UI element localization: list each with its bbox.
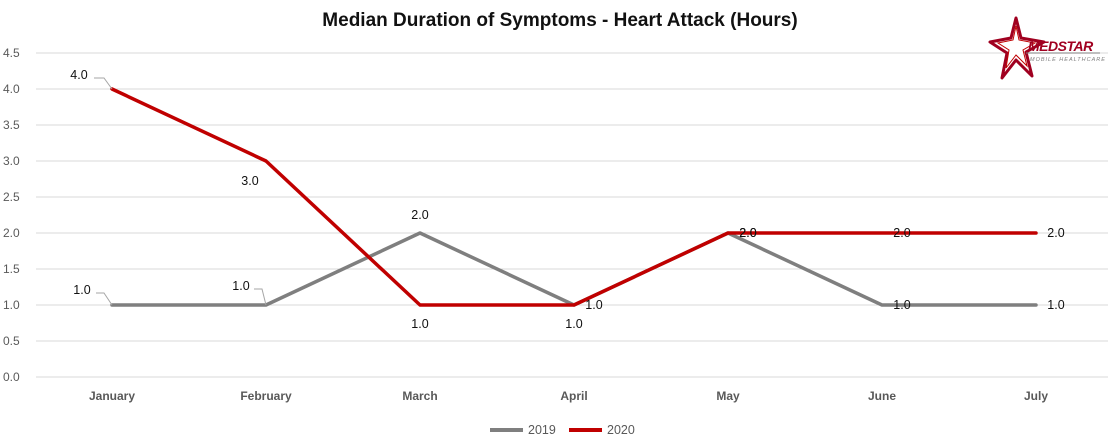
x-tick-label: April bbox=[560, 389, 587, 403]
data-label-2019-february: 1.0 bbox=[232, 279, 249, 293]
data-label-2020-june: 2.0 bbox=[893, 226, 910, 240]
y-tick-label: 0.5 bbox=[3, 334, 20, 348]
data-label-2019-june: 1.0 bbox=[893, 298, 910, 312]
x-tick-label: March bbox=[402, 389, 437, 403]
x-tick-label: July bbox=[1024, 389, 1048, 403]
y-tick-label: 3.5 bbox=[3, 118, 20, 132]
data-label-2020-april: 1.0 bbox=[585, 298, 602, 312]
leader-line bbox=[254, 288, 267, 306]
data-labels: 1.0 1.02.01.02.01.0 1.04.03.01.01.02.0 2.0 2… bbox=[70, 68, 1064, 331]
y-tick-label: 4.0 bbox=[3, 82, 20, 96]
data-label-2020-march: 1.0 bbox=[411, 317, 428, 331]
legend-label-2019: 2019 bbox=[528, 423, 556, 437]
y-tick-label: 1.0 bbox=[3, 298, 20, 312]
y-tick-label: 2.5 bbox=[3, 190, 20, 204]
series-line-2020 bbox=[110, 87, 1038, 307]
x-tick-label: May bbox=[716, 389, 740, 403]
legend: 2019 2020 bbox=[490, 423, 635, 437]
y-tick-label: 4.5 bbox=[3, 46, 20, 60]
y-tick-label: 0.0 bbox=[3, 370, 20, 384]
medstar-logo: MEDSTAR MOBILE HEALTHCARE bbox=[988, 16, 1106, 80]
data-label-2019-may: 2.0 bbox=[739, 226, 756, 240]
chart-title: Median Duration of Symptoms - Heart Atta… bbox=[322, 10, 797, 31]
y-axis: 0.0 0.5 1.0 1.5 2.0 2.5 3.0 3.5 4.0 4.5 bbox=[3, 46, 20, 384]
star-icon bbox=[988, 16, 1046, 80]
data-label-2020-january: 4.0 bbox=[70, 68, 87, 82]
data-label-2020-february: 3.0 bbox=[241, 174, 258, 188]
leader-lines bbox=[94, 77, 267, 306]
data-label-2020-july: 2.0 bbox=[1047, 226, 1064, 240]
leader-line bbox=[96, 292, 113, 306]
y-tick-label: 1.5 bbox=[3, 262, 20, 276]
data-label-2019-july: 1.0 bbox=[1047, 298, 1064, 312]
legend-label-2020: 2020 bbox=[607, 423, 635, 437]
y-tick-label: 3.0 bbox=[3, 154, 20, 168]
leader-line bbox=[94, 77, 113, 90]
data-label-2019-january: 1.0 bbox=[73, 283, 90, 297]
x-tick-label: February bbox=[240, 389, 292, 403]
x-tick-label: June bbox=[868, 389, 896, 403]
y-tick-label: 2.0 bbox=[3, 226, 20, 240]
logo-subtitle: MOBILE HEALTHCARE bbox=[1030, 57, 1106, 63]
data-label-2019-march: 2.0 bbox=[411, 208, 428, 222]
x-tick-label: January bbox=[89, 389, 135, 403]
data-label-2020-may: 2.0 bbox=[739, 226, 756, 240]
x-axis: January February March April May June July bbox=[89, 389, 1048, 403]
logo-text: MEDSTAR bbox=[1028, 38, 1094, 54]
data-label-2019-april: 1.0 bbox=[565, 317, 582, 331]
